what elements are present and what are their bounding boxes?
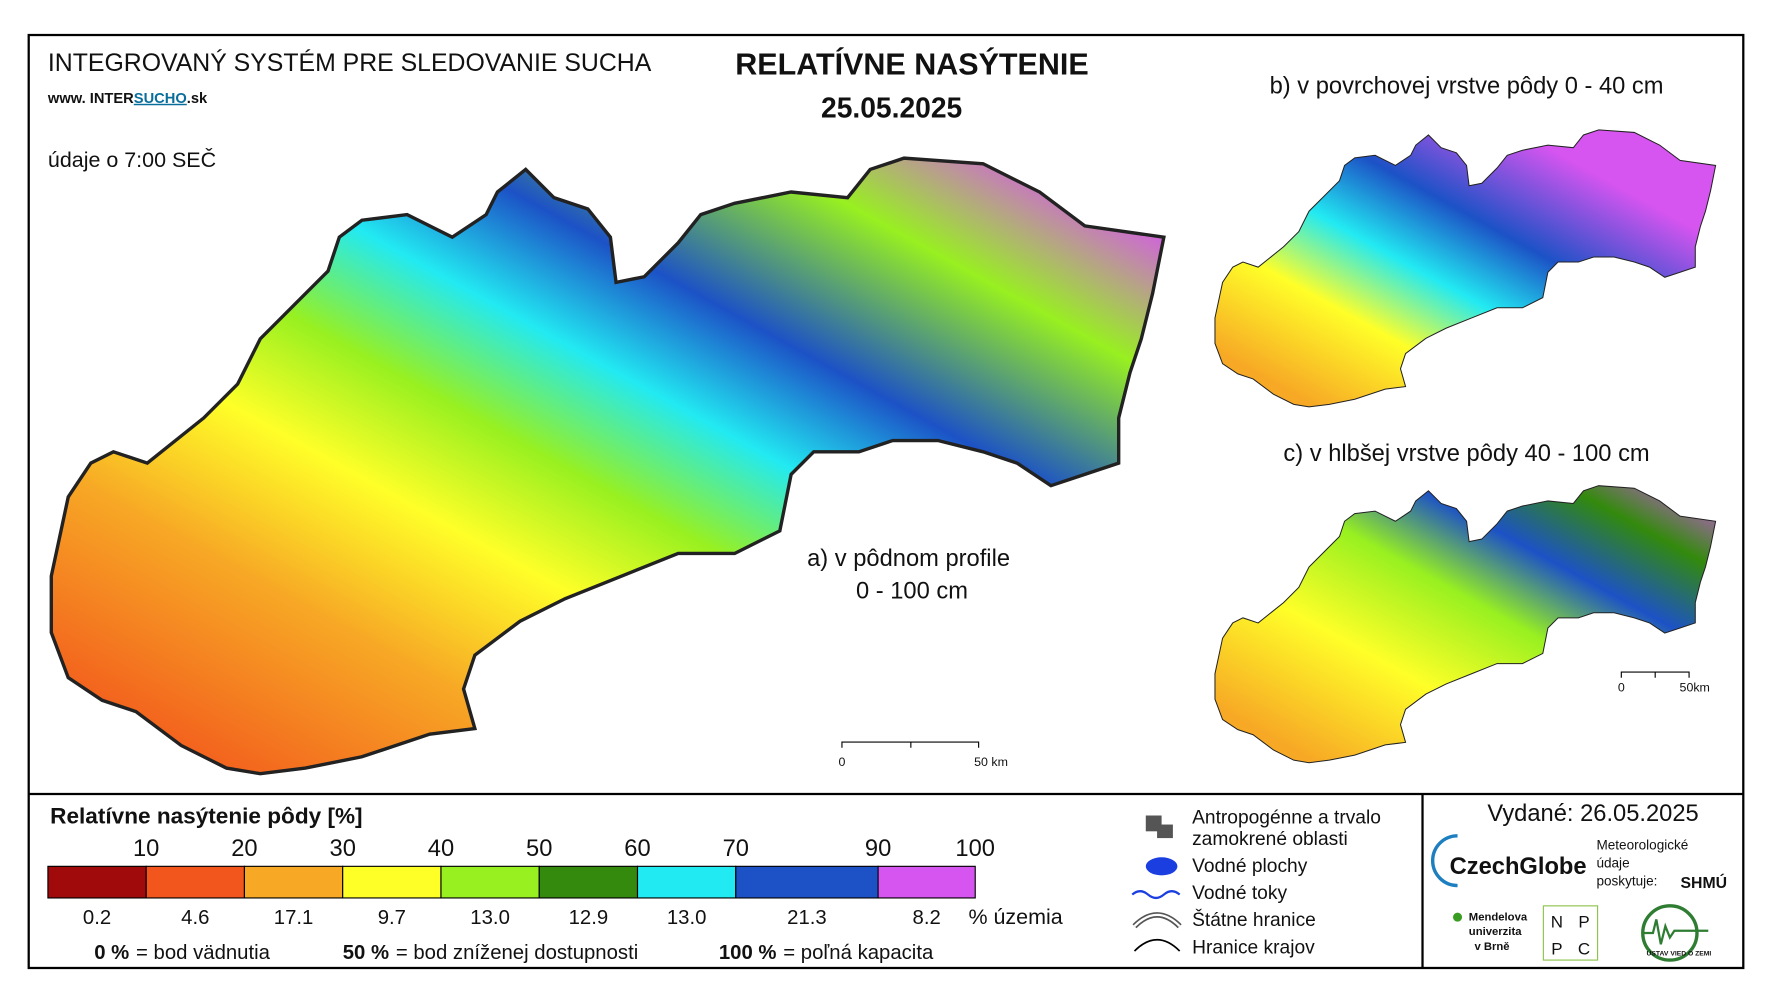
legend-threshold: 10 [133, 836, 159, 862]
symbol-label: Vodné plochy [1192, 856, 1308, 877]
map-deep [1214, 485, 1717, 764]
map-label: a) v pôdnom profile [807, 546, 1010, 572]
scale-label: 50km [1680, 680, 1710, 694]
legend-threshold: 90 [865, 836, 891, 862]
symbol-label: Vodné toky [1192, 883, 1287, 904]
logo-mendelu: v Brně [1474, 941, 1509, 953]
scale-label: 0 [1618, 680, 1625, 694]
symbol-border [1133, 913, 1181, 927]
symbol-river [1131, 890, 1181, 900]
title: RELATÍVNE NASÝTENIE [735, 47, 1088, 82]
time-note: údaje o 7:00 SEČ [48, 147, 216, 172]
logo-shmu: SHMÚ [1681, 873, 1728, 892]
logo-nppc: P [1578, 912, 1589, 931]
legend-threshold: 50 [526, 836, 552, 862]
share-unit: % územia [968, 905, 1062, 929]
logo-mendelu: Mendelova [1469, 912, 1528, 924]
map-label: 0 - 100 cm [856, 579, 968, 605]
uvz-wave [1643, 919, 1709, 945]
legend-swatch [440, 865, 540, 899]
scale-bar [1620, 671, 1690, 678]
symbol-wetland [1157, 824, 1173, 839]
logo-meteo: poskytuje: [1596, 874, 1657, 889]
symbol-label: Antropogénne a trvalo [1192, 807, 1381, 828]
legend-swatch [342, 865, 442, 899]
mendelu-dot [1453, 912, 1463, 922]
legend-swatch [636, 865, 737, 899]
map-label: c) v hlbšej vrstve pôdy 40 - 100 cm [1283, 441, 1649, 467]
legend-note: 100 % = poľná kapacita [719, 942, 934, 964]
map-main [49, 156, 1166, 776]
uvz-ring [1641, 904, 1699, 962]
symbol-label: Štátne hranice [1192, 909, 1316, 931]
legend-note: 0 % = bod vädnutia [94, 942, 270, 964]
czechglobe-mark [1431, 834, 1458, 888]
symbol-label: zamokrené oblasti [1192, 829, 1348, 850]
logo-nppc: P [1551, 939, 1562, 958]
legend-swatch [47, 865, 147, 899]
symbol-region [1133, 938, 1181, 952]
web-part: .sk [187, 91, 208, 107]
logo-meteo: údaje [1596, 855, 1629, 870]
date: 25.05.2025 [821, 91, 962, 123]
legend: 0.2 10 4.6 20 17.1 30 9.7 40 13.0 50 12.9 60 13.0 70 2… [47, 836, 995, 929]
legend-share: 12.9 [569, 907, 609, 929]
legend-share: 21.3 [787, 907, 827, 929]
symbol-water [1145, 857, 1178, 876]
legend-share: 13.0 [470, 907, 510, 929]
legend-note: 50 % = bod zníženej dostupnosti [343, 942, 639, 964]
legend-swatch [243, 865, 344, 899]
legend-title: Relatívne nasýtenie pôdy [%] [50, 803, 362, 828]
legend-share: 13.0 [667, 907, 707, 929]
nppc-box [1542, 905, 1599, 961]
note-value: 0 % [94, 942, 129, 964]
legend-threshold: 100 [955, 836, 995, 862]
map-surface [1214, 129, 1717, 408]
legend-swatch [735, 865, 879, 899]
legend-swatch [538, 865, 639, 899]
note-text: = bod zníženej dostupnosti [396, 942, 638, 964]
legend-share: 8.2 [913, 907, 941, 929]
legend-share: 17.1 [274, 907, 314, 929]
logo-mendelu: univerzita [1469, 926, 1522, 938]
note-value: 50 % [343, 942, 389, 964]
legend-swatch [877, 865, 976, 899]
legend-threshold: 30 [330, 836, 356, 862]
symbol-label: Hranice krajov [1192, 937, 1315, 958]
issued: Vydané: 26.05.2025 [1487, 801, 1698, 827]
web-part: SUCHO [134, 91, 187, 107]
logo-nppc: N [1551, 912, 1563, 931]
system-title: INTEGROVANÝ SYSTÉM PRE SLEDOVANIE SUCHA [48, 50, 652, 77]
legend-threshold: 20 [231, 836, 257, 862]
legend-share: 9.7 [378, 907, 406, 929]
logo-nppc: C [1578, 939, 1590, 958]
legend-threshold: 70 [723, 836, 749, 862]
legend-share: 4.6 [181, 907, 209, 929]
legend-threshold: 60 [624, 836, 650, 862]
logo-czechglobe: CzechGlobe [1450, 854, 1587, 880]
logo-meteo: Meteorologické [1596, 837, 1688, 852]
scale-label: 0 [838, 755, 845, 769]
legend-swatch [145, 865, 246, 899]
scale-bar [841, 741, 980, 748]
legend-threshold: 40 [428, 836, 454, 862]
web-part: www. INTER [47, 91, 134, 107]
frame [27, 33, 1745, 970]
legend-share: 0.2 [83, 907, 111, 929]
note-text: = poľná kapacita [783, 942, 934, 964]
note-text: = bod vädnutia [136, 942, 271, 964]
logo-uvz: ÚSTAV VIED O ZEMI [1647, 949, 1712, 958]
website: www. INTERSUCHO.sk [47, 91, 208, 107]
map-label: b) v povrchovej vrstve pôdy 0 - 40 cm [1270, 74, 1664, 100]
scale-label: 50 km [974, 755, 1008, 769]
note-value: 100 % [719, 942, 777, 964]
